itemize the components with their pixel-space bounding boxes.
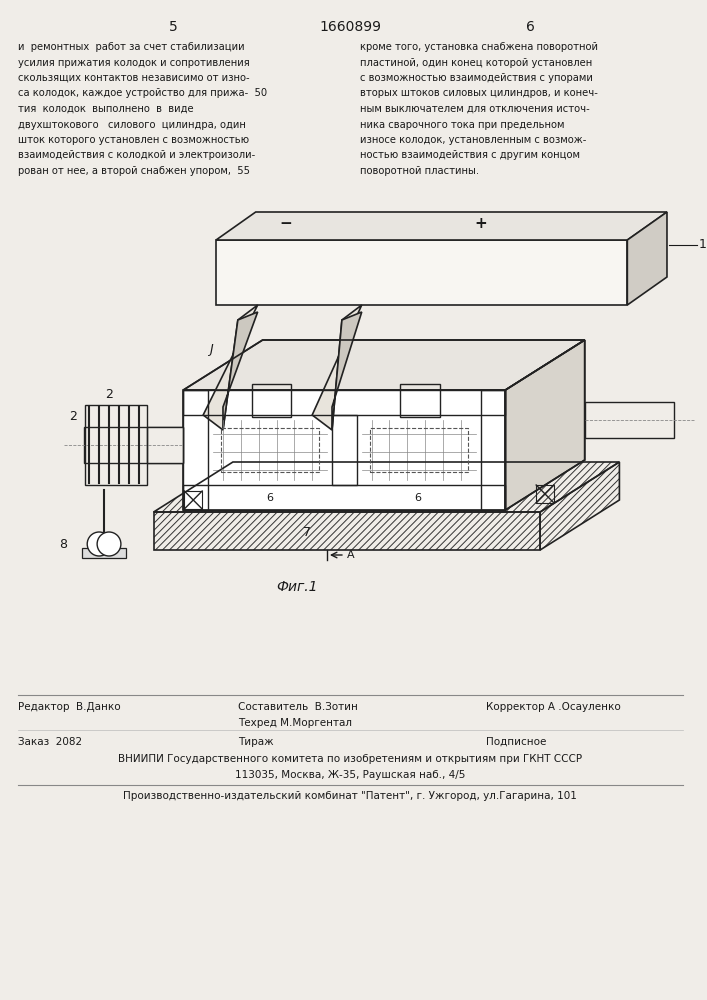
Text: скользящих контактов независимо от изно-: скользящих контактов независимо от изно- <box>18 73 250 83</box>
Polygon shape <box>332 312 362 430</box>
Polygon shape <box>183 390 506 510</box>
Text: пластиной, один конец которой установлен: пластиной, один конец которой установлен <box>360 57 592 68</box>
Polygon shape <box>312 305 362 430</box>
Text: износе колодок, установленным с возмож-: износе колодок, установленным с возмож- <box>360 135 586 145</box>
Text: 6: 6 <box>526 20 534 34</box>
Text: Корректор А .Осауленко: Корректор А .Осауленко <box>486 702 620 712</box>
Circle shape <box>97 532 121 556</box>
Text: са колодок, каждое устройство для прижа-  50: са колодок, каждое устройство для прижа-… <box>18 89 267 99</box>
Text: Редактор  В.Данко: Редактор В.Данко <box>18 702 120 712</box>
Text: 7: 7 <box>303 526 311 540</box>
Text: 3: 3 <box>350 347 358 360</box>
Bar <box>185 491 202 509</box>
Text: поворотной пластины.: поворотной пластины. <box>360 166 479 176</box>
Text: 2: 2 <box>105 388 113 401</box>
Polygon shape <box>506 340 585 510</box>
Polygon shape <box>84 427 183 463</box>
Text: J: J <box>209 344 213 357</box>
Bar <box>82 548 126 558</box>
Text: шток которого установлен с возможностью: шток которого установлен с возможностью <box>18 135 249 145</box>
Text: 2: 2 <box>69 410 77 424</box>
Text: Техред М.Моргентал: Техред М.Моргентал <box>238 718 352 728</box>
Text: ностью взаимодействия с другим концом: ностью взаимодействия с другим концом <box>360 150 580 160</box>
Text: тия  колодок  выполнено  в  виде: тия колодок выполнено в виде <box>18 104 194 114</box>
Circle shape <box>87 532 111 556</box>
Text: ВНИИПИ Государственного комитета по изобретениям и открытиям при ГКНТ СССР: ВНИИПИ Государственного комитета по изоб… <box>118 754 583 764</box>
Text: взаимодействия с колодкой и электроизоли-: взаимодействия с колодкой и электроизоли… <box>18 150 255 160</box>
Text: и  ремонтных  работ за счет стабилизации: и ремонтных работ за счет стабилизации <box>18 42 245 52</box>
Text: 4: 4 <box>414 386 422 399</box>
Text: 113035, Москва, Ж-35, Раушская наб., 4/5: 113035, Москва, Ж-35, Раушская наб., 4/5 <box>235 770 465 780</box>
Text: 1: 1 <box>699 238 706 251</box>
Text: Составитель  В.Зотин: Составитель В.Зотин <box>238 702 358 712</box>
Polygon shape <box>216 240 627 305</box>
Text: ника сварочного тока при предельном: ника сварочного тока при предельном <box>360 119 564 129</box>
Polygon shape <box>223 312 257 430</box>
Text: кроме того, установка снабжена поворотной: кроме того, установка снабжена поворотно… <box>360 42 597 52</box>
Text: двухштокового   силового  цилиндра, один: двухштокового силового цилиндра, один <box>18 119 246 129</box>
Text: Подписное: Подписное <box>486 737 546 747</box>
Text: Производственно-издательский комбинат "Патент", г. Ужгород, ул.Гагарина, 101: Производственно-издательский комбинат "П… <box>124 791 578 801</box>
Text: 6: 6 <box>266 493 273 503</box>
Text: Заказ  2082: Заказ 2082 <box>18 737 82 747</box>
Text: рован от нее, а второй снабжен упором,  55: рован от нее, а второй снабжен упором, 5… <box>18 166 250 176</box>
Text: +: + <box>474 217 487 232</box>
Text: с возможностью взаимодействия с упорами: с возможностью взаимодействия с упорами <box>360 73 592 83</box>
Text: вторых штоков силовых цилиндров, и конеч-: вторых штоков силовых цилиндров, и конеч… <box>360 89 597 99</box>
Text: усилия прижатия колодок и сопротивления: усилия прижатия колодок и сопротивления <box>18 57 250 68</box>
Text: Тираж: Тираж <box>238 737 274 747</box>
Polygon shape <box>203 305 257 430</box>
Text: −: − <box>279 217 292 232</box>
Text: 8: 8 <box>59 538 67 550</box>
Text: 5: 5 <box>169 20 177 34</box>
Text: 1660899: 1660899 <box>320 20 381 34</box>
Text: Фиг.1: Фиг.1 <box>276 580 318 594</box>
Polygon shape <box>585 402 674 438</box>
Text: ным выключателем для отключения источ-: ным выключателем для отключения источ- <box>360 104 590 114</box>
Polygon shape <box>183 340 585 390</box>
Polygon shape <box>216 212 667 240</box>
Polygon shape <box>627 212 667 305</box>
Bar <box>536 485 554 503</box>
Text: 6: 6 <box>415 493 421 503</box>
Text: A: A <box>347 550 354 560</box>
Polygon shape <box>146 427 183 463</box>
